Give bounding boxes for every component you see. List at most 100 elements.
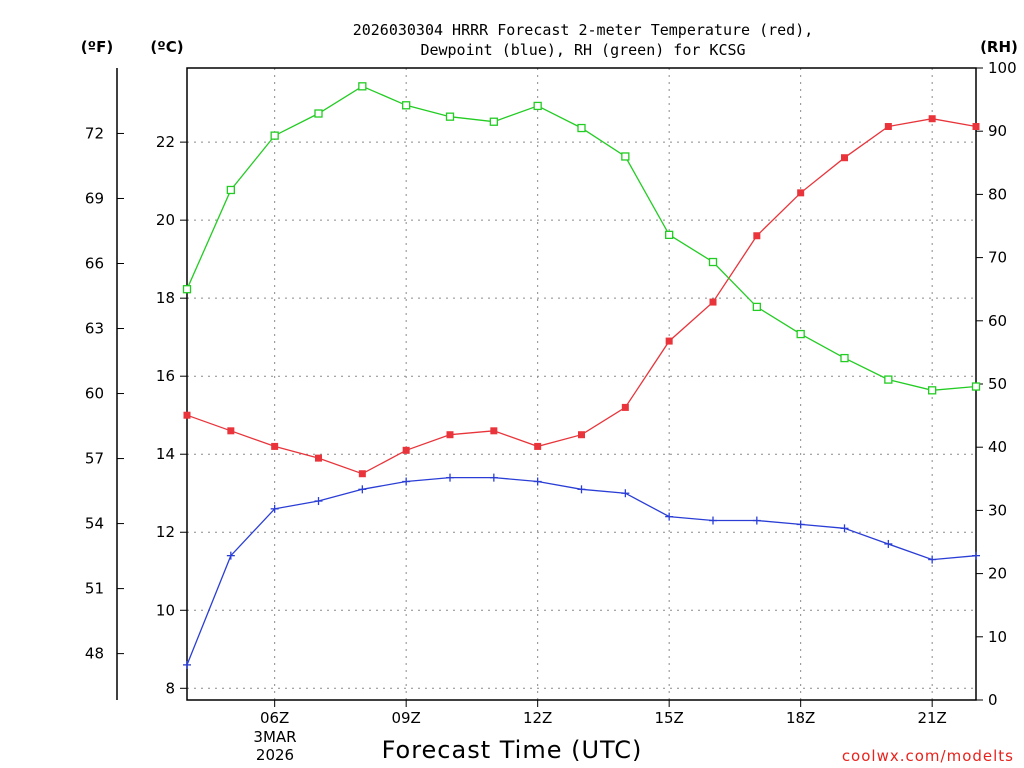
fahrenheit-tick-label: 60: [85, 385, 104, 403]
rh-data-point: [928, 386, 937, 395]
fahrenheit-tick-label: 69: [85, 189, 104, 207]
fahrenheit-unit-label: (ºF): [81, 38, 113, 56]
fahrenheit-tick-label: 51: [85, 580, 104, 598]
dewpoint-data-point: [752, 516, 761, 525]
dewpoint-data-point: [183, 660, 191, 669]
x-tick-label: 09Z: [391, 709, 420, 727]
fahrenheit-tick-label: 66: [85, 254, 104, 272]
celsius-tick-label: 20: [156, 211, 175, 229]
rh-data-point: [182, 285, 192, 294]
rh-tick-label: 60: [988, 312, 1007, 330]
rh-data-point: [270, 131, 279, 140]
fahrenheit-tick-label: 57: [85, 450, 104, 468]
dewpoint-data-point: [621, 489, 630, 498]
x-tick-label: 18Z: [786, 709, 815, 727]
celsius-tick-label: 16: [156, 367, 175, 385]
rh-unit-label: (RH): [980, 38, 1018, 56]
temperature-data-point: [841, 154, 848, 162]
rh-data-point: [577, 123, 586, 133]
rh-tick-label: 30: [988, 501, 1007, 519]
plot-frame: [186, 67, 977, 701]
rh-tick-label: 50: [988, 375, 1007, 393]
rh-data-point: [665, 230, 674, 239]
temperature-data-point: [183, 411, 191, 419]
rh-data-point: [621, 152, 630, 161]
rh-data-point: [708, 257, 718, 267]
rh-tick-label: 0: [988, 691, 998, 709]
grid-lines: [187, 68, 976, 700]
credit-link[interactable]: coolwx.com/modelts: [842, 747, 1014, 765]
temperature-data-point: [621, 403, 629, 411]
dewpoint-series-line: [186, 476, 977, 666]
rh-data-point: [314, 109, 323, 118]
rh-tick-label: 70: [988, 249, 1007, 267]
dewpoint-data-point: [489, 473, 498, 482]
temperature-data-point: [709, 298, 717, 306]
temperature-data-point: [972, 123, 980, 131]
temperature-data-point: [490, 427, 498, 435]
rh-data-point: [358, 82, 367, 91]
rh-data-point: [884, 375, 893, 384]
data-series: [182, 82, 981, 669]
rh-data-point: [840, 353, 849, 363]
celsius-tick-label: 10: [156, 601, 175, 619]
dewpoint-data-point: [709, 516, 717, 525]
rh-tick-label: 20: [988, 565, 1007, 583]
rh-tick-label: 80: [988, 185, 1007, 203]
fahrenheit-tick-label: 72: [85, 124, 104, 142]
temperature-data-point: [665, 337, 673, 345]
temperature-data-point: [402, 446, 410, 454]
x-tick-label: 12Z: [523, 709, 552, 727]
celsius-tick-label: 8: [165, 679, 175, 697]
celsius-tick-label: 22: [156, 133, 175, 151]
rh-tick-label: 10: [988, 628, 1007, 646]
dewpoint-data-point: [446, 473, 454, 482]
rh-data-point: [752, 302, 761, 312]
fahrenheit-tick-label: 48: [85, 645, 104, 663]
rh-data-point: [226, 185, 235, 195]
temperature-data-point: [315, 454, 322, 462]
temperature-data-point: [227, 427, 235, 435]
temperature-data-point: [446, 431, 454, 439]
x-tick-label: 15Z: [654, 709, 683, 727]
temperature-data-point: [534, 442, 542, 450]
celsius-tick-label: 14: [156, 445, 175, 463]
dewpoint-data-point: [972, 551, 980, 560]
temperature-data-point: [928, 115, 936, 123]
temperature-data-point: [884, 123, 892, 131]
dewpoint-data-point: [533, 477, 542, 486]
temperature-data-point: [271, 442, 279, 450]
rh-data-point: [796, 329, 805, 339]
dewpoint-data-point: [402, 477, 411, 486]
dewpoint-data-point: [928, 555, 937, 564]
fahrenheit-tick-label: 63: [85, 320, 104, 338]
chart-title-line-1: 2026030304 HRRR Forecast 2-meter Tempera…: [353, 21, 814, 39]
dewpoint-data-point: [226, 551, 235, 560]
temperature-series-line: [186, 118, 977, 475]
date-year-label: 2026: [256, 746, 294, 764]
celsius-tick-label: 18: [156, 289, 175, 307]
rh-data-point: [971, 382, 981, 391]
rh-data-point: [445, 112, 455, 121]
rh-data-point: [489, 117, 498, 126]
celsius-unit-label: (ºC): [150, 38, 183, 56]
dewpoint-data-point: [270, 504, 279, 513]
x-tick-label: 21Z: [917, 709, 946, 727]
celsius-tick-label: 12: [156, 523, 175, 541]
temperature-data-point: [578, 431, 585, 439]
dewpoint-data-point: [577, 485, 586, 494]
rh-data-point: [533, 101, 542, 111]
dewpoint-data-point: [884, 539, 893, 548]
dewpoint-data-point: [665, 512, 674, 521]
temperature-data-point: [358, 470, 366, 478]
temperature-data-point: [753, 232, 761, 240]
chart-title-line-2: Dewpoint (blue), RH (green) for KCSG: [420, 41, 745, 59]
dewpoint-data-point: [314, 497, 323, 506]
tick-labels: 06Z 09Z 12Z 15Z 18Z 21Z 8 10 12 14 16 18 20 22 48 51 54 5…: [85, 59, 1017, 727]
rh-tick-label: 90: [988, 122, 1007, 140]
axes: [116, 67, 983, 707]
rh-data-point: [402, 101, 411, 110]
dewpoint-data-point: [796, 520, 805, 529]
fahrenheit-tick-label: 54: [85, 515, 104, 533]
x-axis-title: Forecast Time (UTC): [382, 736, 643, 764]
